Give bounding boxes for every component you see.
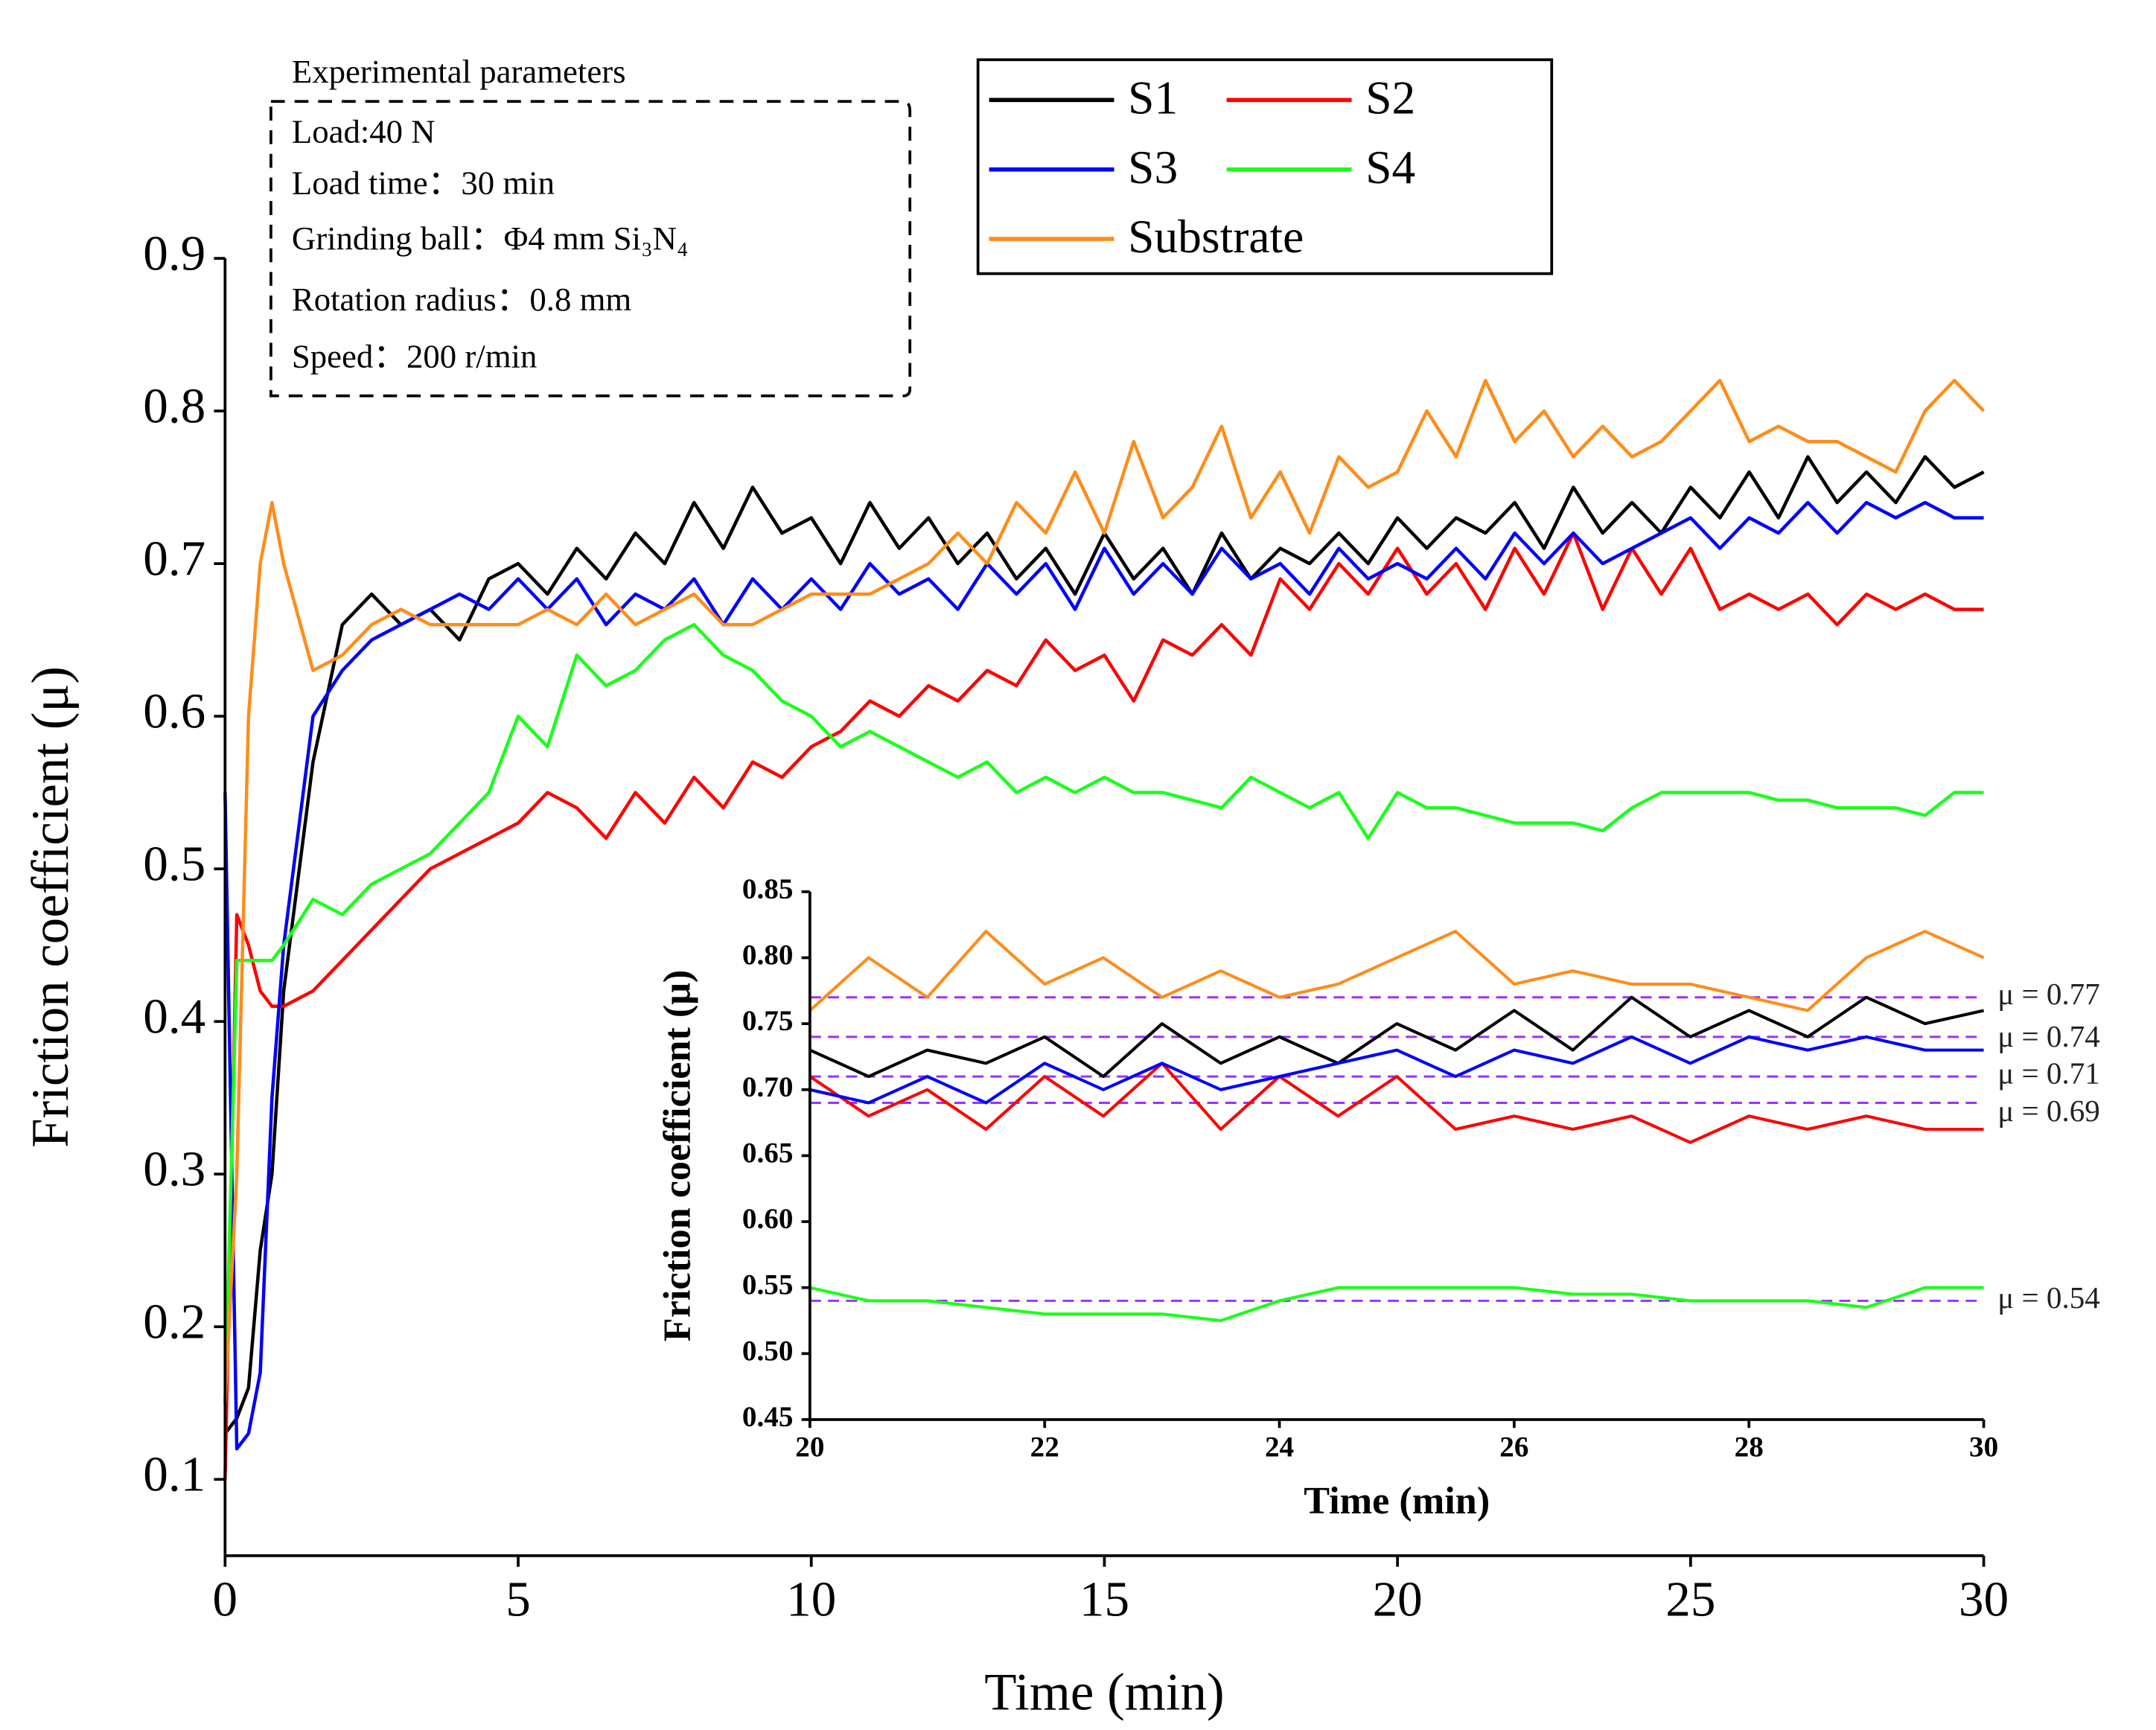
series-line (808, 1062, 1984, 1144)
y-tick-label: 0.85 (742, 873, 794, 905)
y-tick-label: 0.4 (143, 989, 205, 1044)
y-tick-label: 0.55 (742, 1269, 794, 1301)
x-tick-label: 24 (1265, 1431, 1294, 1464)
y-axis-label: Friction coefficient (μ) (655, 970, 698, 1342)
series-line (223, 531, 1984, 1480)
y-tick-label: 0.3 (143, 1141, 205, 1197)
y-tick-label: 0.5 (143, 836, 205, 892)
y-tick-label: 0.60 (742, 1203, 794, 1235)
y-tick-label: 0.1 (143, 1446, 205, 1502)
reference-label: μ = 0.77 (1997, 977, 2100, 1011)
series-line (808, 930, 1985, 1012)
x-tick-label: 20 (795, 1431, 824, 1464)
annotation-line: Load time：30 min (292, 164, 555, 201)
reference-label: μ = 0.54 (1997, 1280, 2100, 1315)
reference-label: μ = 0.74 (1997, 1019, 2100, 1053)
series-line (223, 378, 1986, 1403)
series-line (809, 1286, 1984, 1323)
annotation-box (270, 100, 912, 398)
y-tick-label: 0.70 (742, 1071, 794, 1103)
y-tick-label: 0.80 (742, 939, 794, 971)
annotation-line: Rotation radius：0.8 mm (292, 281, 632, 318)
annotation-line: Speed：200 r/min (292, 338, 537, 375)
x-tick-label: 20 (1373, 1571, 1423, 1627)
annotation-title: Experimental parameters (292, 53, 626, 90)
y-tick-label: 0.65 (742, 1137, 794, 1169)
series-line (809, 995, 1985, 1079)
x-axis-label: Time (min) (1304, 1479, 1490, 1522)
legend-label: Substrate (1128, 210, 1304, 263)
reference-label: μ = 0.71 (1997, 1056, 2100, 1091)
x-tick-label: 22 (1030, 1431, 1059, 1464)
y-tick-label: 0.75 (742, 1005, 794, 1037)
x-tick-label: 26 (1499, 1431, 1528, 1464)
annotation-line: Grinding ball：Φ4 mm Si₃N₄ (292, 220, 689, 257)
x-tick-label: 28 (1735, 1431, 1764, 1464)
x-tick-label: 30 (1959, 1571, 2009, 1627)
y-tick-label: 0.50 (742, 1335, 794, 1367)
y-tick-label: 0.2 (143, 1294, 205, 1350)
y-axis-label: Friction coefficient (μ) (22, 666, 80, 1148)
annotation-line: Load:40 N (292, 112, 436, 150)
series-line (809, 1035, 1984, 1105)
legend-label: S2 (1365, 71, 1415, 124)
x-tick-label: 25 (1665, 1571, 1715, 1627)
legend-label: S3 (1128, 141, 1178, 194)
series-line (223, 500, 1984, 1451)
inset-background (809, 891, 1984, 1420)
x-tick-label: 10 (786, 1571, 836, 1627)
legend-label: S1 (1128, 71, 1178, 124)
x-tick-label: 30 (1969, 1431, 1998, 1464)
x-tick-label: 0 (213, 1571, 238, 1627)
y-tick-label: 0.6 (143, 683, 205, 739)
y-tick-label: 0.7 (143, 531, 205, 587)
y-tick-label: 0.45 (742, 1401, 794, 1433)
legend-label: S4 (1365, 141, 1415, 194)
x-axis-label: Time (min) (984, 1663, 1224, 1721)
x-tick-label: 5 (505, 1571, 531, 1627)
series-line (223, 622, 1984, 1403)
y-tick-label: 0.8 (143, 378, 205, 434)
reference-label: μ = 0.69 (1997, 1094, 2100, 1128)
y-tick-label: 0.9 (143, 225, 205, 281)
x-tick-label: 15 (1079, 1571, 1129, 1627)
